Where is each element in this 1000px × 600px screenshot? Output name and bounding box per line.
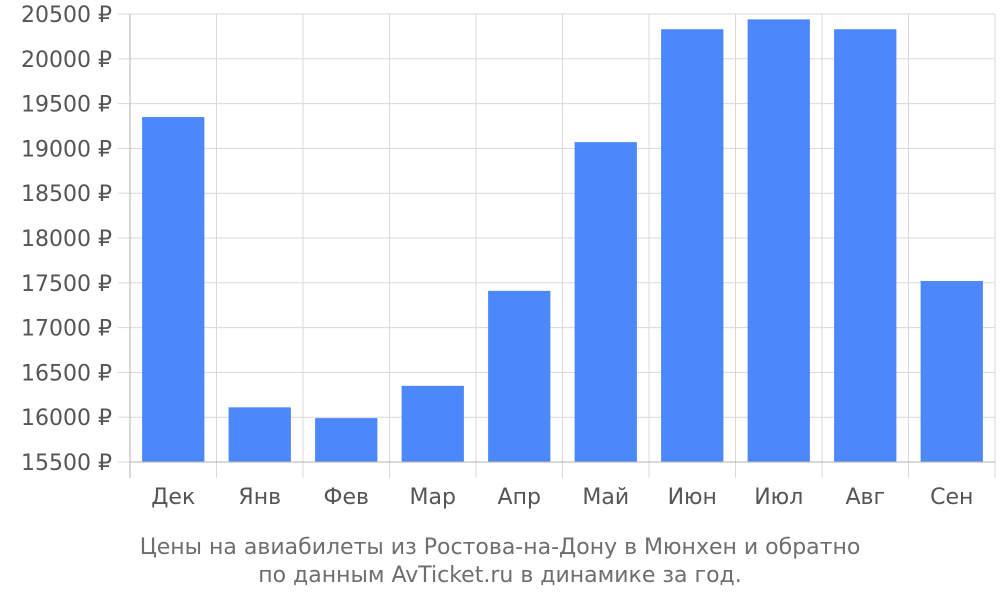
x-tick-label: Дек	[151, 485, 195, 510]
bars	[142, 19, 983, 463]
x-tick-label: Сен	[930, 485, 973, 510]
bar-4	[401, 385, 464, 462]
y-tick-label: 20000 ₽	[21, 48, 112, 73]
x-tick-label: Июл	[754, 485, 803, 510]
bar-1	[142, 117, 205, 462]
y-tick-label: 18000 ₽	[21, 227, 112, 252]
chart-caption-line-2: по данным AvTicket.ru в динамике за год.	[258, 563, 742, 588]
y-tick-label: 18500 ₽	[21, 182, 112, 207]
y-tick-label: 17000 ₽	[21, 317, 112, 342]
y-tick-label: 15500 ₽	[21, 451, 112, 476]
bar-10	[920, 281, 983, 462]
x-tick-labels: Дек Янв Фев Мар Апр Май Июн Июл Авг Сен	[151, 485, 973, 510]
x-tick-label: Мар	[410, 485, 456, 510]
y-tick-label: 17500 ₽	[21, 272, 112, 297]
y-tick-label: 20500 ₽	[21, 3, 112, 28]
x-tick-label: Фев	[324, 485, 369, 510]
bar-8	[747, 19, 810, 462]
x-tick-label: Июн	[668, 485, 717, 510]
x-tick-label: Авг	[845, 485, 885, 510]
y-tick-labels: 15500 ₽ 16000 ₽ 16500 ₽ 17000 ₽ 17500 ₽ 18000…	[21, 3, 112, 476]
y-tick-label: 19000 ₽	[21, 137, 112, 162]
y-tick-label: 16500 ₽	[21, 361, 112, 386]
y-tick-label: 16000 ₽	[21, 406, 112, 431]
chart-caption-line-1: Цены на авиабилеты из Ростова-на-Дону в …	[139, 535, 861, 560]
bar-2	[228, 407, 291, 462]
y-tick-label: 19500 ₽	[21, 93, 112, 118]
axes	[118, 13, 995, 478]
bar-7	[661, 29, 724, 463]
x-tick-label: Янв	[238, 485, 281, 510]
x-tick-label: Апр	[498, 485, 541, 510]
bar-5	[488, 290, 551, 462]
bar-9	[834, 29, 897, 463]
bar-6	[574, 142, 637, 463]
x-tick-label: Май	[582, 485, 629, 510]
bar-3	[315, 418, 378, 462]
